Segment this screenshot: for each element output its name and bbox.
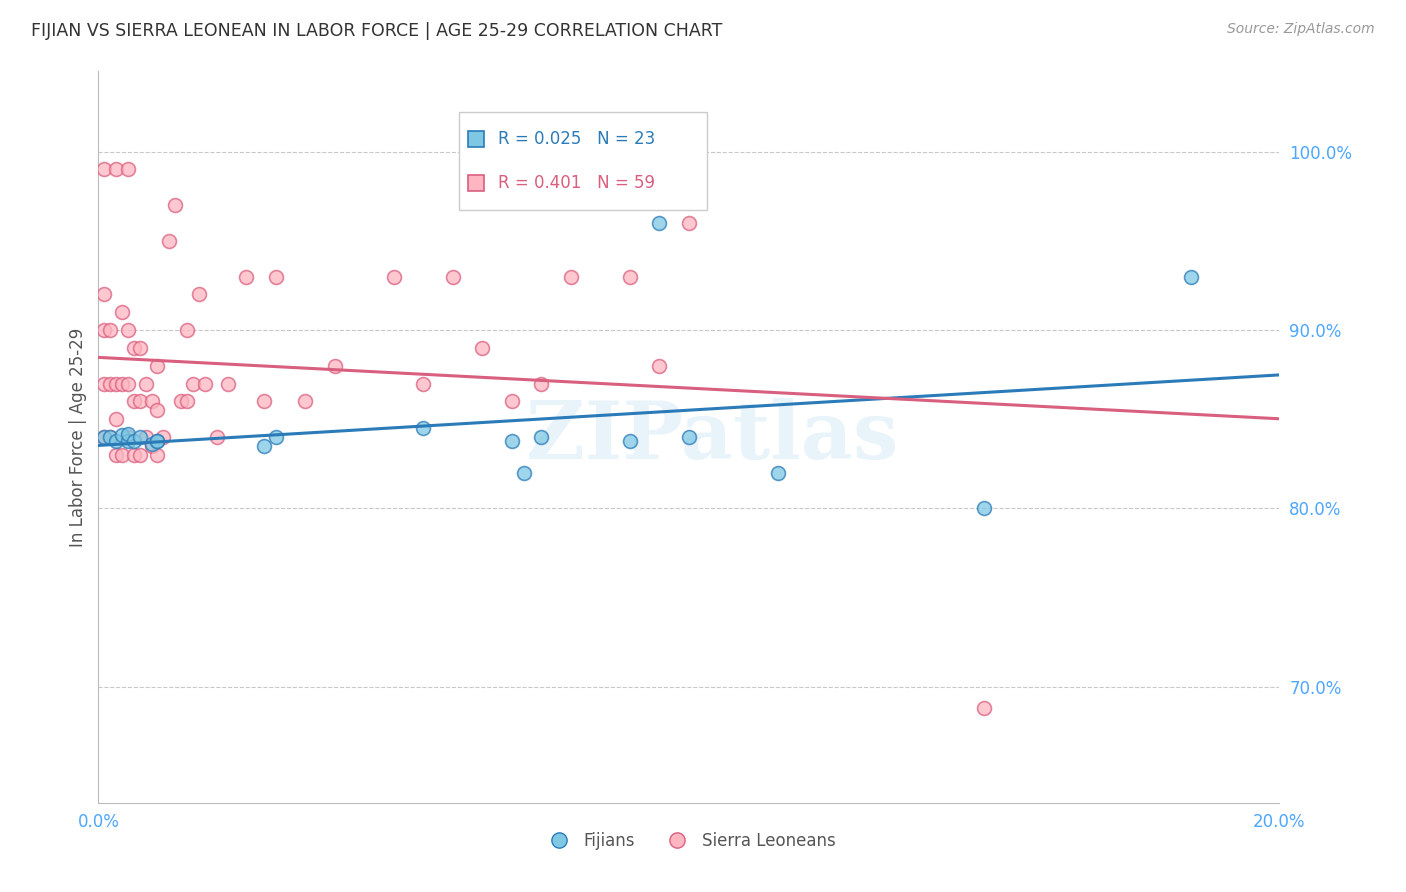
Point xyxy=(146,434,169,448)
Point xyxy=(678,430,700,444)
Point xyxy=(111,305,134,319)
Point xyxy=(187,287,209,301)
Point xyxy=(111,428,134,442)
Text: R = 0.401   N = 59: R = 0.401 N = 59 xyxy=(498,174,655,192)
Point xyxy=(111,448,134,462)
Point xyxy=(176,394,198,409)
Point xyxy=(648,216,671,230)
Point xyxy=(128,341,150,355)
Point xyxy=(501,434,523,448)
Point xyxy=(122,434,145,448)
Point xyxy=(235,269,257,284)
Point xyxy=(98,323,121,337)
Point xyxy=(117,323,139,337)
Text: ZIPatlas: ZIPatlas xyxy=(526,398,898,476)
Point xyxy=(105,376,128,391)
Point xyxy=(530,376,553,391)
Point xyxy=(141,439,163,453)
Point xyxy=(382,269,405,284)
Text: R = 0.025   N = 23: R = 0.025 N = 23 xyxy=(498,130,655,148)
Point xyxy=(253,439,276,453)
Point xyxy=(412,421,434,435)
Point xyxy=(93,376,115,391)
Point xyxy=(128,448,150,462)
Point xyxy=(441,269,464,284)
Point xyxy=(117,426,139,441)
Point xyxy=(648,359,671,373)
Point xyxy=(128,394,150,409)
Point xyxy=(93,287,115,301)
Point xyxy=(766,466,789,480)
Point xyxy=(135,430,157,444)
Point xyxy=(973,501,995,516)
Point xyxy=(105,162,128,177)
Point xyxy=(105,434,128,448)
Point xyxy=(98,430,121,444)
Point xyxy=(560,269,582,284)
Point xyxy=(122,341,145,355)
Point xyxy=(181,376,204,391)
Point xyxy=(205,430,228,444)
Point xyxy=(253,394,276,409)
Point xyxy=(501,394,523,409)
Point xyxy=(323,359,346,373)
Point xyxy=(973,701,995,715)
Point xyxy=(105,448,128,462)
Point xyxy=(152,430,174,444)
Point xyxy=(264,269,287,284)
Point xyxy=(117,376,139,391)
Point xyxy=(146,448,169,462)
Point xyxy=(93,430,115,444)
Point xyxy=(122,394,145,409)
FancyBboxPatch shape xyxy=(458,112,707,211)
Point xyxy=(122,448,145,462)
Point xyxy=(98,376,121,391)
Point xyxy=(619,434,641,448)
Point xyxy=(217,376,239,391)
Point xyxy=(93,323,115,337)
Text: FIJIAN VS SIERRA LEONEAN IN LABOR FORCE | AGE 25-29 CORRELATION CHART: FIJIAN VS SIERRA LEONEAN IN LABOR FORCE … xyxy=(31,22,723,40)
Text: Source: ZipAtlas.com: Source: ZipAtlas.com xyxy=(1227,22,1375,37)
Point xyxy=(1180,269,1202,284)
Point xyxy=(141,394,163,409)
Point xyxy=(146,359,169,373)
Point xyxy=(678,216,700,230)
Point xyxy=(117,430,139,444)
Point xyxy=(170,394,193,409)
Point xyxy=(471,341,494,355)
Point xyxy=(135,376,157,391)
Point xyxy=(117,434,139,448)
Point xyxy=(117,162,139,177)
Y-axis label: In Labor Force | Age 25-29: In Labor Force | Age 25-29 xyxy=(69,327,87,547)
Point xyxy=(93,430,115,444)
Point xyxy=(93,162,115,177)
Point xyxy=(105,412,128,426)
Point xyxy=(194,376,217,391)
Point xyxy=(412,376,434,391)
Point xyxy=(530,430,553,444)
Point xyxy=(157,234,180,248)
Point xyxy=(512,466,534,480)
Point xyxy=(141,437,163,451)
Point xyxy=(146,434,169,448)
Point xyxy=(294,394,316,409)
Point xyxy=(619,269,641,284)
Legend: Fijians, Sierra Leoneans: Fijians, Sierra Leoneans xyxy=(536,825,842,856)
Point xyxy=(98,430,121,444)
Point xyxy=(264,430,287,444)
Point xyxy=(176,323,198,337)
Point xyxy=(111,376,134,391)
Point xyxy=(128,430,150,444)
Point xyxy=(165,198,187,212)
Point xyxy=(146,403,169,417)
